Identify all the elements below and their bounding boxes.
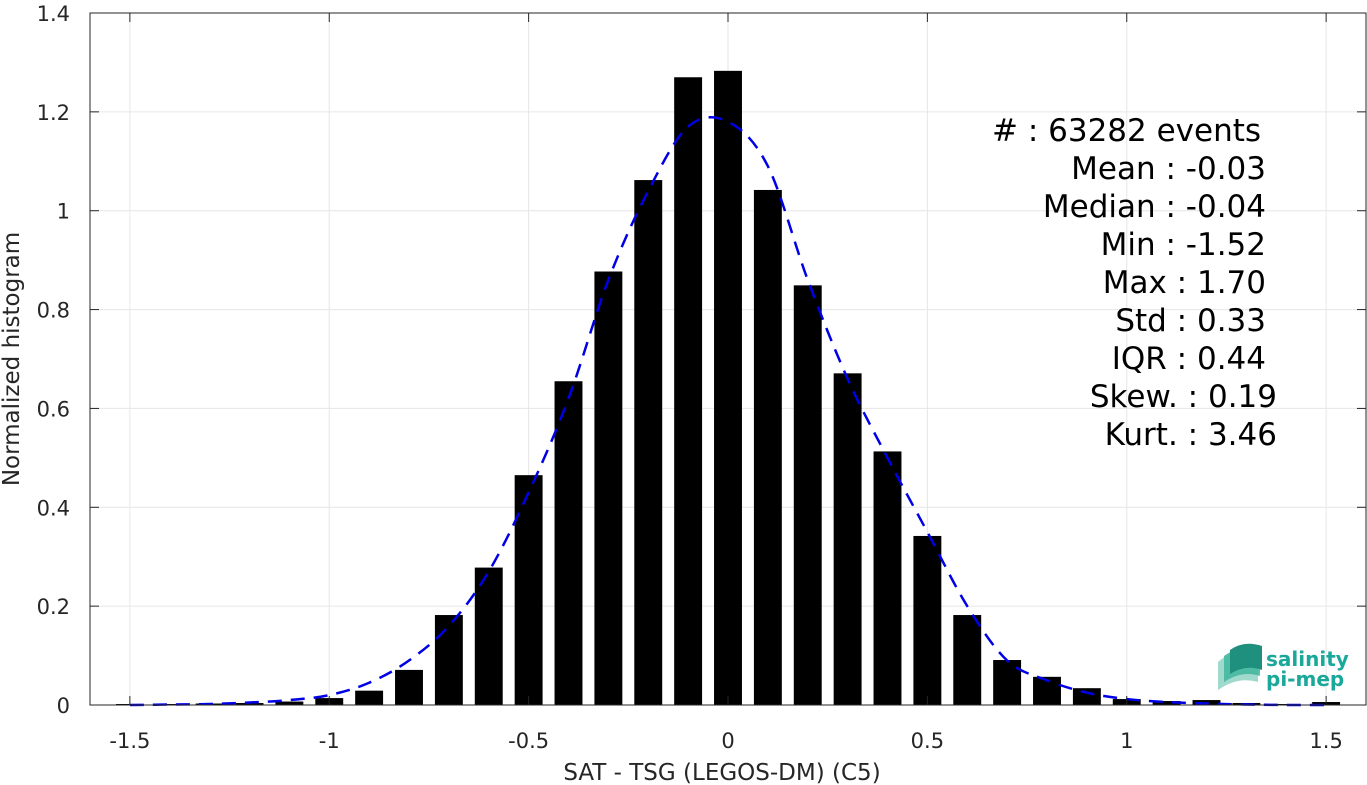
histogram-bar [714,70,742,706]
y-tick-label: 0.2 [37,595,70,619]
histogram-bar [275,701,304,705]
y-tick-label: 0.8 [37,299,70,323]
histogram-bar [434,615,463,705]
stat-min: Min : -1.52 [1101,227,1266,263]
histogram-bar [793,285,822,705]
histogram-bar [674,77,703,705]
x-tick-label: 0 [721,729,734,753]
histogram-bar [235,703,264,705]
stat-std: Std : 0.33 [1115,303,1266,339]
logo-text-salinity: salinity [1266,647,1349,671]
histogram-bar [913,535,942,705]
stat-median: Median : -0.04 [1043,189,1266,225]
logo-text-pi-mep: pi-mep [1266,667,1344,691]
x-tick-label: -1 [319,729,340,753]
histogram-bar [1152,701,1181,705]
x-tick-label: 1 [1120,729,1133,753]
salinity-pi-mep-logo: salinity pi-mep [1218,643,1349,691]
histogram-bar [594,271,623,705]
stat-mean: Mean : -0.03 [1071,151,1266,187]
histogram-bar [554,381,583,705]
waves-icon [1218,643,1262,690]
histogram-bar [1072,688,1101,705]
histogram-bar [355,690,384,705]
y-tick-label: 0.6 [37,397,70,421]
stat-max: Max : 1.70 [1103,265,1266,301]
histogram-bar [395,669,423,705]
x-tick-label: -0.5 [508,729,549,753]
y-axis-ticks: 0 0.2 0.4 0.6 0.8 1 1.2 1.4 [37,2,1366,718]
histogram-bar [873,451,902,705]
y-tick-label: 1.4 [37,2,70,26]
y-tick-label: 1.2 [37,101,70,125]
histogram-bar [474,567,503,705]
histogram-bar [953,615,982,705]
y-tick-label: 0 [57,694,70,718]
x-axis-label: SAT - TSG (LEGOS-DM) (C5) [563,760,880,785]
histogram-bar [753,189,782,705]
fit-curve [129,116,1327,707]
x-tick-label: -1.5 [109,729,150,753]
stat-iqr: IQR : 0.44 [1112,341,1266,377]
y-tick-label: 1 [57,200,70,224]
histogram-bar [833,373,862,705]
stat-count: # : 63282 events [992,113,1261,149]
stat-kurt: Kurt. : 3.46 [1105,417,1277,453]
x-tick-label: 0.5 [911,729,944,753]
x-axis-ticks: -1.5 -1 -0.5 0 0.5 1 1.5 [109,13,1343,753]
y-axis-label: Normalized histogram [0,232,25,486]
y-tick-label: 0.4 [37,496,70,520]
stat-skew: Skew. : 0.19 [1090,379,1277,415]
histogram-bar [634,180,663,705]
x-tick-label: 1.5 [1309,729,1342,753]
histogram-bar [514,475,543,705]
stats-box: # : 63282 events Mean : -0.03 Median : -… [992,113,1277,453]
